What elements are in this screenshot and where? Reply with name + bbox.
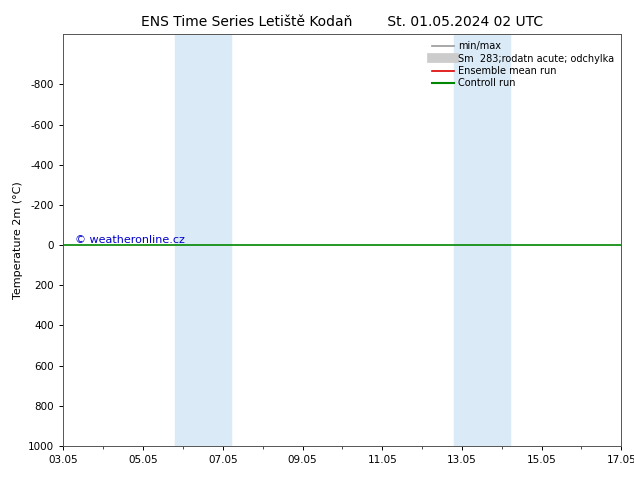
Y-axis label: Temperature 2m (°C): Temperature 2m (°C) [13, 181, 23, 299]
Text: © weatheronline.cz: © weatheronline.cz [75, 235, 184, 245]
Title: ENS Time Series Letiště Kodaň        St. 01.05.2024 02 UTC: ENS Time Series Letiště Kodaň St. 01.05.… [141, 15, 543, 29]
Bar [454, 34, 510, 446]
Bar [175, 34, 231, 446]
Legend: min/max, Sm  283;rodatn acute; odchylka, Ensemble mean run, Controll run: min/max, Sm 283;rodatn acute; odchylka, … [430, 39, 616, 90]
